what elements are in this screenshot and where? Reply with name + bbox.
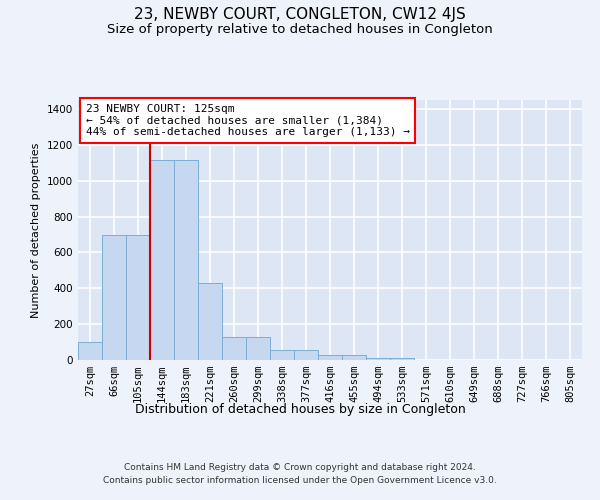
Bar bbox=[78, 342, 102, 360]
Bar bbox=[294, 350, 318, 360]
Bar bbox=[366, 358, 390, 360]
Text: Distribution of detached houses by size in Congleton: Distribution of detached houses by size … bbox=[134, 402, 466, 415]
Bar bbox=[342, 355, 366, 360]
Bar bbox=[126, 236, 150, 360]
Bar bbox=[246, 336, 270, 360]
Bar bbox=[174, 160, 198, 360]
Bar bbox=[222, 336, 246, 360]
Bar bbox=[198, 283, 222, 360]
Bar bbox=[390, 358, 414, 360]
Text: Contains HM Land Registry data © Crown copyright and database right 2024.: Contains HM Land Registry data © Crown c… bbox=[124, 462, 476, 471]
Bar bbox=[318, 355, 342, 360]
Y-axis label: Number of detached properties: Number of detached properties bbox=[31, 142, 41, 318]
Text: Contains public sector information licensed under the Open Government Licence v3: Contains public sector information licen… bbox=[103, 476, 497, 485]
Bar bbox=[102, 236, 126, 360]
Text: Size of property relative to detached houses in Congleton: Size of property relative to detached ho… bbox=[107, 22, 493, 36]
Text: 23, NEWBY COURT, CONGLETON, CW12 4JS: 23, NEWBY COURT, CONGLETON, CW12 4JS bbox=[134, 8, 466, 22]
Bar bbox=[270, 350, 294, 360]
Text: 23 NEWBY COURT: 125sqm
← 54% of detached houses are smaller (1,384)
44% of semi-: 23 NEWBY COURT: 125sqm ← 54% of detached… bbox=[86, 104, 410, 137]
Bar bbox=[150, 160, 174, 360]
